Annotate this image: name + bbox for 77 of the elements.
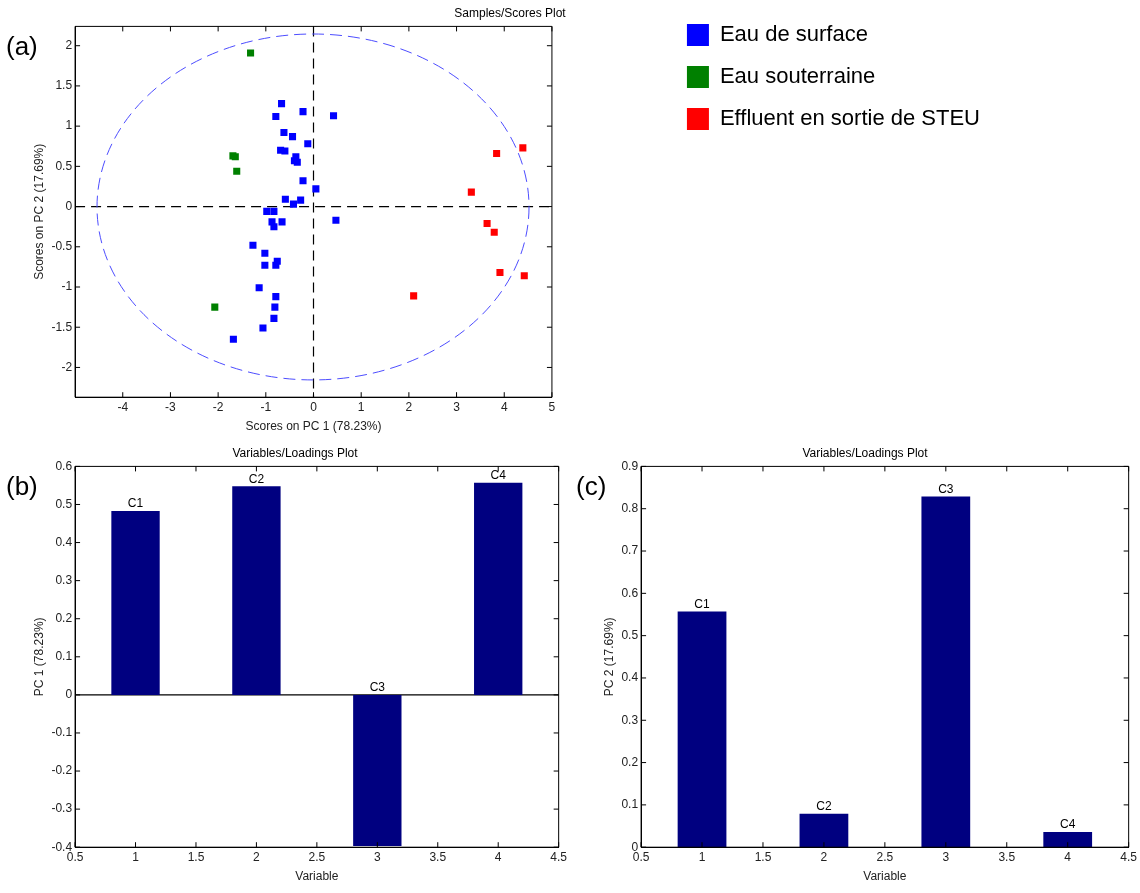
x-tick-label: 0	[310, 399, 318, 414]
x-tick-label: 4.5	[1120, 849, 1138, 864]
y-axis-title: PC 2 (17.69%)	[601, 617, 616, 697]
x-tick-label: 2	[820, 849, 828, 864]
x-tick-label: 2	[253, 849, 261, 864]
chart-title: Variables/Loadings Plot	[232, 445, 359, 460]
data-label: C3	[938, 481, 954, 496]
data-label: C4	[490, 468, 507, 483]
text: (a)	[6, 30, 38, 61]
y-tick-label: -0.5	[51, 239, 73, 254]
legend-label: Eau de surface	[719, 21, 868, 47]
chart-title: Variables/Loadings Plot	[802, 445, 929, 460]
y-tick-label: -1	[61, 279, 73, 294]
y-tick-label: 0.2	[621, 754, 639, 769]
y-tick-label: 0.3	[55, 572, 73, 587]
x-tick-label: 3	[453, 399, 461, 414]
y-tick-label: 0.1	[621, 797, 639, 812]
x-axis-title: Variable	[863, 869, 907, 884]
y-tick-label: -0.1	[51, 725, 73, 740]
x-tick-label: 1	[132, 849, 140, 864]
y-tick-label: 0	[65, 687, 73, 702]
x-tick-label: 1.5	[187, 849, 205, 864]
y-tick-label: 1	[65, 118, 73, 133]
y-tick-label: 0.5	[55, 158, 73, 173]
x-tick-label: 1	[357, 399, 365, 414]
y-tick-label: -0.2	[51, 763, 73, 778]
data-label: C1	[127, 496, 144, 511]
y-tick-label: 0.7	[621, 543, 639, 558]
y-tick-label: 0.2	[55, 611, 73, 626]
x-tick-label: 4	[494, 849, 502, 864]
x-tick-label: -4	[117, 399, 129, 414]
y-tick-label: -0.3	[51, 801, 73, 816]
y-tick-label: 0.4	[55, 534, 73, 549]
y-tick-label: 0.4	[621, 670, 639, 685]
x-tick-label: 3.5	[429, 849, 447, 864]
x-tick-label: 1	[698, 849, 706, 864]
y-tick-label: 0.5	[55, 496, 73, 511]
x-tick-label: -2	[212, 399, 224, 414]
y-axis-title: Scores on PC 2 (17.69%)	[31, 143, 46, 280]
y-axis-title: PC 1 (78.23%)	[31, 617, 46, 697]
x-axis-title: Variable	[295, 869, 339, 884]
x-tick-label: 4.5	[550, 849, 568, 864]
y-tick-label: 0.9	[621, 458, 639, 473]
data-label: C1	[694, 596, 711, 611]
x-tick-label: -1	[260, 399, 272, 414]
x-tick-label: 2	[405, 399, 413, 414]
x-tick-label: 1.5	[754, 849, 772, 864]
data-label: C4	[1060, 817, 1076, 832]
y-tick-label: 0.3	[621, 712, 639, 727]
x-tick-label: -3	[165, 399, 177, 414]
y-tick-label: 0.6	[621, 585, 639, 600]
y-tick-label: -2	[61, 359, 73, 374]
text: (b)	[6, 470, 38, 501]
y-tick-label: 0.5	[621, 627, 639, 642]
x-tick-label: 2.5	[308, 849, 326, 864]
y-tick-label: 0	[65, 198, 73, 213]
x-tick-label: 3	[373, 849, 381, 864]
y-tick-label: -1.5	[51, 319, 73, 334]
x-axis-title: Scores on PC 1 (78.23%)	[245, 419, 382, 434]
data-label: C3	[369, 680, 386, 695]
x-tick-label: 5	[548, 399, 556, 414]
legend-label: Eau souterraine	[719, 63, 876, 89]
y-tick-label: 2	[65, 38, 73, 53]
legend-label: Effluent en sortie de STEU	[719, 105, 981, 131]
text: (c)	[576, 470, 607, 501]
y-tick-label: 0.1	[55, 649, 73, 664]
x-tick-label: 3	[942, 849, 950, 864]
x-tick-label: 4	[1064, 849, 1072, 864]
chart-title: Samples/Scores Plot	[454, 5, 567, 20]
y-tick-label: 0.8	[621, 501, 639, 516]
x-tick-label: 3.5	[998, 849, 1016, 864]
data-label: C2	[248, 471, 265, 486]
y-tick-label: 1.5	[55, 78, 73, 93]
x-tick-label: 2.5	[876, 849, 894, 864]
data-label: C2	[816, 799, 832, 814]
x-tick-label: 4	[500, 399, 508, 414]
y-tick-label: 0.6	[55, 458, 73, 473]
